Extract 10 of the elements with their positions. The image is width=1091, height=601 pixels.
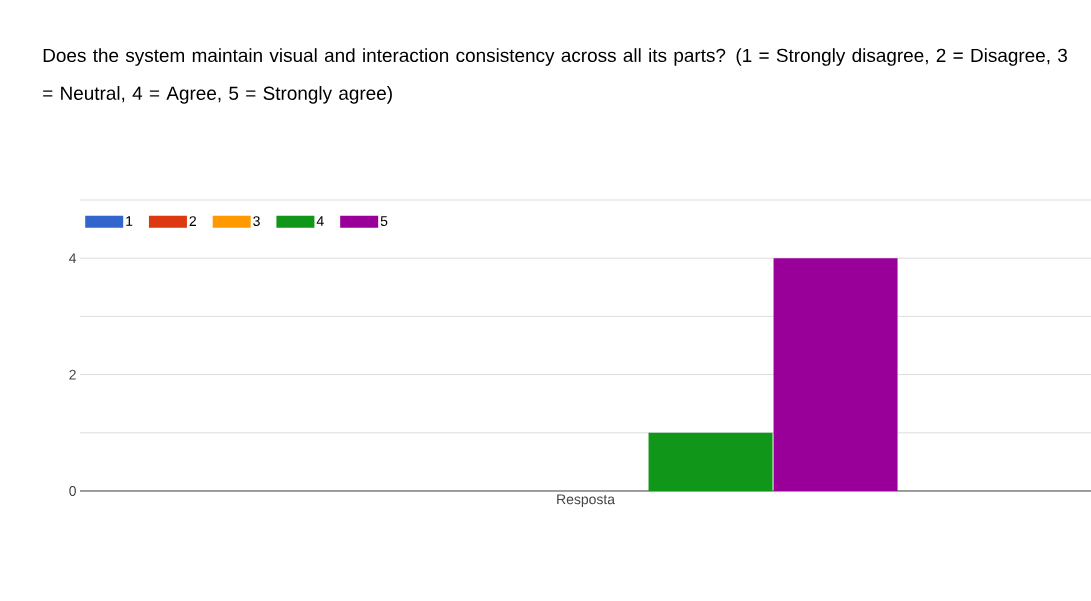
y-tick-label: 4	[69, 253, 77, 263]
x-tick-label: Resposta	[557, 494, 616, 507]
legend-label: 1	[126, 216, 133, 226]
legend-label: 5	[380, 216, 388, 226]
legend-label: 2	[189, 216, 196, 226]
chart-title: Does the system maintain visual and interaction consistency across all its parts? (1 = Strongly disagree, 2 = Disagree, 3 = Neutral, 4 = Agree, 5 = Strongly agree)	[43, 48, 1067, 104]
legend-label: 4	[316, 216, 324, 226]
y-tick-label: 2	[69, 369, 76, 380]
legend-label: 3	[253, 216, 260, 227]
y-tick-label: 0	[69, 486, 76, 496]
